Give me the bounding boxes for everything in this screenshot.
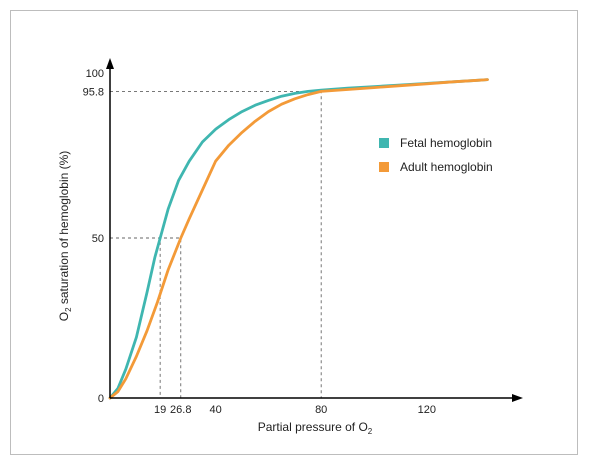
x-tick-label: 26.8 [170, 404, 191, 416]
legend-label-fetal: Fetal hemoglobin [400, 136, 492, 150]
y-tick-label: 95.8 [83, 86, 104, 98]
reference-line-2 [110, 90, 322, 398]
y-tick-label: 50 [92, 233, 104, 245]
y-axis-arrow [106, 58, 114, 69]
x-tick-label: 19 [154, 404, 166, 416]
legend: Fetal hemoglobin Adult hemoglobin [379, 136, 493, 174]
x-axis-label: Partial pressure of O2 [258, 420, 373, 436]
y-tick-label: 0 [98, 393, 104, 405]
series-line-fetal [108, 78, 489, 400]
chart-frame [10, 10, 578, 455]
legend-swatch-fetal [379, 138, 389, 148]
x-tick-label: 80 [315, 404, 327, 416]
legend-swatch-adult [379, 162, 389, 172]
y-tick-labels: 0 50 95.8 100 [83, 68, 104, 405]
x-axis-arrow [512, 394, 523, 402]
y-axis-label: O2 saturation of hemoglobin (%) [57, 151, 73, 322]
curves [108, 78, 489, 400]
y-tick-label: 100 [86, 68, 104, 80]
x-tick-labels: 19 26.8 40 80 120 [154, 404, 436, 416]
axes [106, 58, 523, 402]
x-tick-label: 40 [209, 404, 221, 416]
x-tick-label: 120 [418, 404, 436, 416]
series-line-adult [108, 78, 489, 400]
legend-label-adult: Adult hemoglobin [400, 160, 493, 174]
reference-lines [110, 90, 322, 398]
